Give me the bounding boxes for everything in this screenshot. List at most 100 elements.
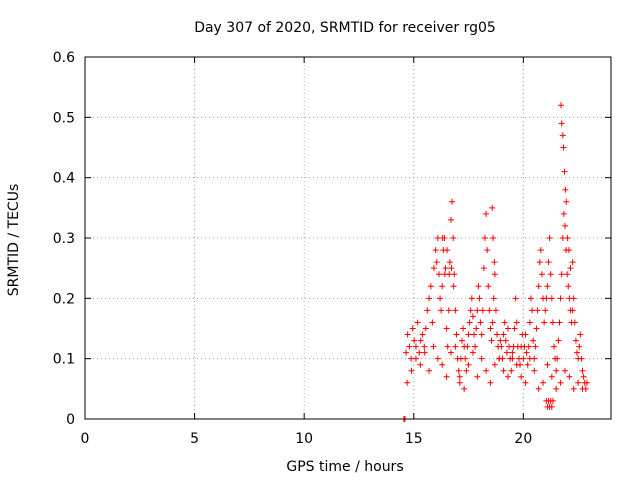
data-point — [535, 283, 542, 290]
data-point — [532, 343, 539, 350]
data-point — [446, 271, 453, 278]
data-point — [469, 349, 476, 356]
data-point — [530, 337, 537, 344]
data-point — [526, 319, 533, 326]
data-point — [560, 144, 567, 151]
data-point — [486, 307, 493, 314]
data-point — [498, 343, 505, 350]
data-point — [556, 319, 563, 326]
data-point — [500, 367, 507, 374]
data-point — [553, 367, 560, 374]
data-point — [448, 216, 455, 223]
data-point — [520, 355, 527, 362]
data-point — [480, 265, 487, 272]
data-point — [518, 373, 525, 380]
data-point — [473, 325, 480, 332]
data-point — [416, 349, 423, 356]
x-tick-label: 15 — [405, 431, 423, 447]
data-point — [501, 319, 508, 326]
data-point — [491, 259, 498, 266]
data-point — [439, 361, 446, 368]
data-point — [509, 355, 516, 362]
data-point — [417, 361, 424, 368]
data-point — [578, 355, 585, 362]
data-point — [464, 343, 471, 350]
data-point — [549, 319, 556, 326]
data-point — [460, 325, 467, 332]
data-point — [403, 349, 410, 356]
data-point — [543, 295, 550, 302]
data-point — [409, 325, 416, 332]
y-tick-label: 0.3 — [53, 231, 75, 247]
data-point — [497, 337, 504, 344]
data-point — [414, 319, 421, 326]
data-point — [561, 367, 568, 374]
data-point — [566, 373, 573, 380]
data-point — [554, 355, 561, 362]
data-point — [558, 102, 565, 109]
data-point — [533, 325, 540, 332]
data-point — [569, 259, 576, 266]
data-point — [424, 307, 431, 314]
grid-lines — [85, 57, 611, 419]
data-point — [487, 379, 494, 386]
data-point — [419, 331, 426, 338]
data-point — [553, 385, 560, 392]
data-point — [427, 283, 434, 290]
data-point — [421, 349, 428, 356]
data-point — [540, 379, 547, 386]
data-point — [574, 349, 581, 356]
chart-title: Day 307 of 2020, SRMTID for receiver rg0… — [194, 20, 496, 36]
data-point — [525, 343, 532, 350]
data-point — [512, 295, 519, 302]
data-point — [483, 367, 490, 374]
y-tick-label: 0.5 — [53, 110, 75, 126]
data-point — [446, 259, 453, 266]
data-point — [570, 295, 577, 302]
data-point — [509, 349, 516, 356]
data-point — [534, 307, 541, 314]
data-point — [443, 373, 450, 380]
data-point — [474, 307, 481, 314]
data-point — [562, 186, 569, 193]
data-point — [463, 367, 470, 374]
data-point — [456, 379, 463, 386]
data-point — [538, 271, 545, 278]
data-point — [546, 235, 553, 241]
data-point — [406, 343, 413, 350]
data-point — [491, 271, 498, 278]
data-point — [467, 307, 474, 314]
x-tick-label: 5 — [190, 431, 199, 447]
data-point — [444, 247, 451, 254]
data-point — [466, 319, 473, 326]
data-point — [567, 265, 574, 272]
data-point — [531, 367, 538, 374]
y-tick-label: 0 — [66, 412, 75, 428]
data-point — [489, 319, 496, 326]
data-point — [522, 331, 529, 338]
data-point — [492, 307, 499, 314]
data-point — [576, 343, 583, 350]
data-point — [569, 307, 576, 314]
data-point — [461, 385, 468, 392]
x-tick-label: 20 — [514, 431, 532, 447]
data-point — [551, 343, 558, 350]
data-point — [479, 307, 486, 314]
data-point — [555, 337, 562, 344]
data-point — [563, 198, 570, 205]
axis-ticks: 0 0.1 0.2 0.3 0.4 0.5 0.6 0 5 10 15 20 — [53, 50, 611, 447]
data-point — [417, 337, 424, 344]
data-point — [448, 349, 455, 356]
data-point — [557, 295, 564, 302]
data-point — [429, 319, 436, 326]
data-point — [455, 367, 462, 374]
data-point — [503, 349, 510, 356]
data-point — [522, 379, 529, 386]
data-point — [513, 361, 520, 368]
data-point — [490, 295, 497, 302]
data-point — [561, 222, 568, 229]
data-point — [536, 259, 543, 266]
data-point — [577, 331, 584, 338]
data-point — [481, 235, 488, 241]
data-point — [488, 337, 495, 344]
